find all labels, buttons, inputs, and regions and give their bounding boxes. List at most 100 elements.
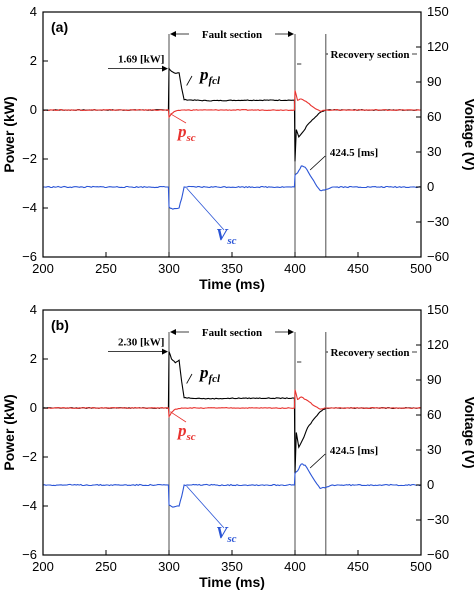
chart-panel-a: 200 250 300 350 400 450 500420−2−4−61501209060…	[1, 4, 474, 292]
series-label-sub: fcl	[209, 373, 222, 385]
recovery-time-leader	[309, 453, 326, 469]
fault-section-label: Fault section	[202, 29, 262, 41]
series-label-sub: sc	[226, 533, 236, 545]
y-right-tick-label: 60	[427, 407, 441, 422]
recovery-time-label: 424.5 [ms]	[330, 147, 378, 159]
series-pointer	[170, 113, 187, 124]
y-left-axis-label: Power (kW)	[1, 394, 17, 470]
series-label-main: p	[176, 122, 187, 141]
x-tick-label: 200	[32, 559, 54, 574]
y-right-tick-label: 30	[427, 442, 441, 457]
y-right-tick-label: 0	[427, 477, 434, 492]
series-line-p-sc	[42, 90, 422, 119]
series-label-sub: sc	[226, 235, 236, 247]
x-tick-label: 200	[32, 261, 54, 276]
panel-label: (a)	[51, 19, 68, 35]
series-label-main: p	[198, 363, 209, 382]
y-left-axis-label: Power (kW)	[1, 96, 17, 172]
x-tick-label: 500	[410, 559, 432, 574]
x-axis-label: Time (ms)	[199, 276, 265, 292]
recovery-time-label: 424.5 [ms]	[330, 445, 378, 457]
peak-value-label: 1.69 [kW]	[118, 54, 164, 66]
arrow-head-icon	[162, 65, 168, 72]
series-line-v-sc	[43, 165, 422, 210]
peak-value-label: 2.30 [kW]	[118, 337, 164, 349]
series-label-p-fcl: pfcl	[198, 363, 221, 385]
recovery-section-label: Recovery section	[330, 347, 409, 359]
x-axis-label: Time (ms)	[199, 574, 265, 590]
y-right-tick-label: 0	[427, 179, 434, 194]
recovery-section-label: Recovery section	[330, 49, 409, 61]
series-pointer	[186, 485, 225, 529]
series-label-main: p	[176, 421, 187, 440]
y-left-tick-label: 0	[30, 400, 37, 415]
series-label-p-fcl: pfcl	[198, 65, 221, 87]
arrow-head-icon	[170, 31, 176, 37]
series-label-sub: fcl	[209, 75, 222, 87]
label-background	[328, 47, 412, 59]
series-label-sub: sc	[186, 431, 196, 443]
y-left-tick-label: −6	[22, 547, 37, 562]
y-right-axis-label: Voltage (V)	[462, 396, 474, 468]
series-label-p-sc: psc	[176, 122, 196, 144]
y-right-tick-label: 120	[427, 337, 449, 352]
y-right-tick-label: −30	[427, 512, 449, 527]
arrow-head-icon	[288, 329, 294, 335]
series-pointer	[186, 373, 193, 384]
y-right-axis-label: Voltage (V)	[462, 98, 474, 170]
fault-section-label: Fault section	[202, 327, 262, 339]
y-right-tick-label: 150	[427, 302, 449, 317]
x-tick-label: 300	[158, 559, 180, 574]
x-tick-label: 350	[221, 261, 243, 276]
y-left-tick-label: 4	[30, 302, 37, 317]
chart-panel-b: 200 250 300 350 400 450 500420−2−4−61501209060…	[1, 302, 474, 590]
y-left-tick-label: 2	[30, 351, 37, 366]
y-left-tick-label: −2	[22, 151, 37, 166]
x-tick-label: 400	[284, 261, 306, 276]
y-left-tick-label: −2	[22, 449, 37, 464]
label-background	[189, 27, 275, 39]
series-line-p-sc	[42, 389, 422, 419]
series-label-main: V	[216, 225, 229, 244]
y-right-tick-label: 150	[427, 4, 449, 19]
label-background	[189, 325, 275, 337]
x-tick-label: 400	[284, 559, 306, 574]
series-label-main: V	[216, 523, 229, 542]
y-right-tick-label: 120	[427, 39, 449, 54]
arrow-head-icon	[170, 329, 176, 335]
arrow-head-icon	[162, 348, 168, 355]
y-right-tick-label: −60	[427, 249, 449, 264]
y-right-tick-label: 90	[427, 74, 441, 89]
series-label-v-sc: Vsc	[216, 225, 237, 247]
x-tick-label: 250	[95, 261, 117, 276]
y-right-tick-label: −30	[427, 214, 449, 229]
y-right-tick-label: 90	[427, 372, 441, 387]
y-left-tick-label: 0	[30, 102, 37, 117]
series-pointer	[186, 75, 193, 86]
series-line-v-sc	[42, 463, 422, 508]
panel-label: (b)	[51, 317, 69, 333]
series-pointer	[170, 411, 187, 423]
y-left-tick-label: 4	[30, 4, 37, 19]
x-tick-label: 250	[95, 559, 117, 574]
y-left-tick-label: 2	[30, 53, 37, 68]
x-tick-label: 350	[221, 559, 243, 574]
series-label-p-sc: psc	[176, 421, 196, 443]
x-tick-label: 300	[158, 261, 180, 276]
x-tick-label: 450	[347, 261, 369, 276]
y-right-tick-label: −60	[427, 547, 449, 562]
series-pointer	[186, 187, 225, 231]
y-right-tick-label: 60	[427, 109, 441, 124]
arrow-head-icon	[288, 31, 294, 37]
recovery-time-leader	[309, 155, 326, 171]
x-tick-label: 500	[410, 261, 432, 276]
y-left-tick-label: −4	[22, 498, 37, 513]
series-label-main: p	[198, 65, 209, 84]
y-left-tick-label: −4	[22, 200, 37, 215]
series-label-sub: sc	[186, 132, 196, 144]
label-background	[328, 345, 412, 357]
x-tick-label: 450	[347, 559, 369, 574]
y-right-tick-label: 30	[427, 144, 441, 159]
y-left-tick-label: −6	[22, 249, 37, 264]
